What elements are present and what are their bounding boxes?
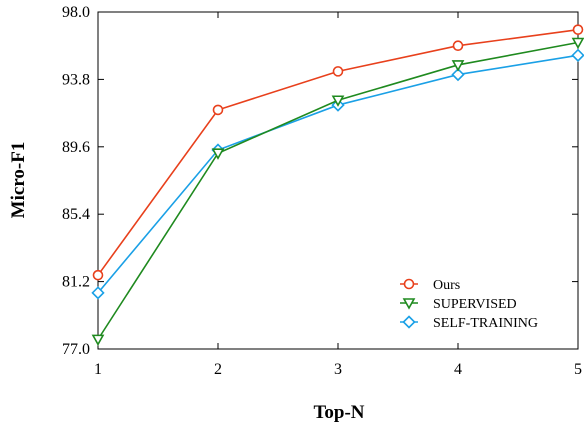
x-tick-label: 3 xyxy=(334,361,342,378)
y-tick-label: 93.8 xyxy=(62,71,90,88)
data-point-marker xyxy=(571,37,584,50)
series-line xyxy=(97,41,579,340)
legend-marker xyxy=(402,298,416,310)
legend-item: SELF-TRAINING xyxy=(400,315,538,331)
series-ours xyxy=(92,24,584,281)
data-point-marker xyxy=(91,334,105,347)
data-point-marker xyxy=(212,104,224,116)
x-axis-title: Top-N xyxy=(313,402,364,423)
legend-item: SUPERVISED xyxy=(400,297,517,312)
y-tick-label: 89.6 xyxy=(62,139,90,156)
legend-marker xyxy=(403,278,415,290)
y-tick-label: 85.4 xyxy=(62,206,90,223)
legend: Ours SUPERVISED SELF-TRAINING xyxy=(400,278,538,331)
data-point-marker xyxy=(451,67,465,82)
x-tick-label: 4 xyxy=(454,361,462,378)
series-self-training xyxy=(91,48,584,300)
data-point-marker xyxy=(451,60,465,72)
legend-label: SELF-TRAINING xyxy=(433,316,538,331)
y-tick-label: 98.0 xyxy=(62,4,90,21)
data-point-marker xyxy=(452,40,464,52)
x-tick-label: 2 xyxy=(214,361,222,378)
x-tick-label: 5 xyxy=(574,361,582,378)
data-point-marker xyxy=(91,286,105,300)
legend-marker xyxy=(402,315,416,329)
y-tick-label: 81.2 xyxy=(62,274,90,291)
data-point-marker xyxy=(92,269,104,281)
series-supervised xyxy=(91,37,584,347)
data-point-marker xyxy=(571,48,584,62)
plot-axes: 77.0 81.2 85.4 89.6 93.8 98.0 1 2 3 4 5 xyxy=(62,4,582,378)
series-layer xyxy=(91,24,584,347)
x-tick-label: 1 xyxy=(94,361,102,378)
y-tick-label: 77.0 xyxy=(62,341,90,358)
data-point-marker xyxy=(332,66,344,77)
data-point-marker xyxy=(572,24,584,35)
legend-label: SUPERVISED xyxy=(433,297,517,312)
legend-label: Ours xyxy=(433,278,460,293)
series-line xyxy=(97,54,579,294)
data-point-marker xyxy=(211,148,225,160)
y-axis-title: Micro-F1 xyxy=(8,142,29,219)
legend-item: Ours xyxy=(400,278,460,293)
data-point-marker xyxy=(331,95,345,107)
